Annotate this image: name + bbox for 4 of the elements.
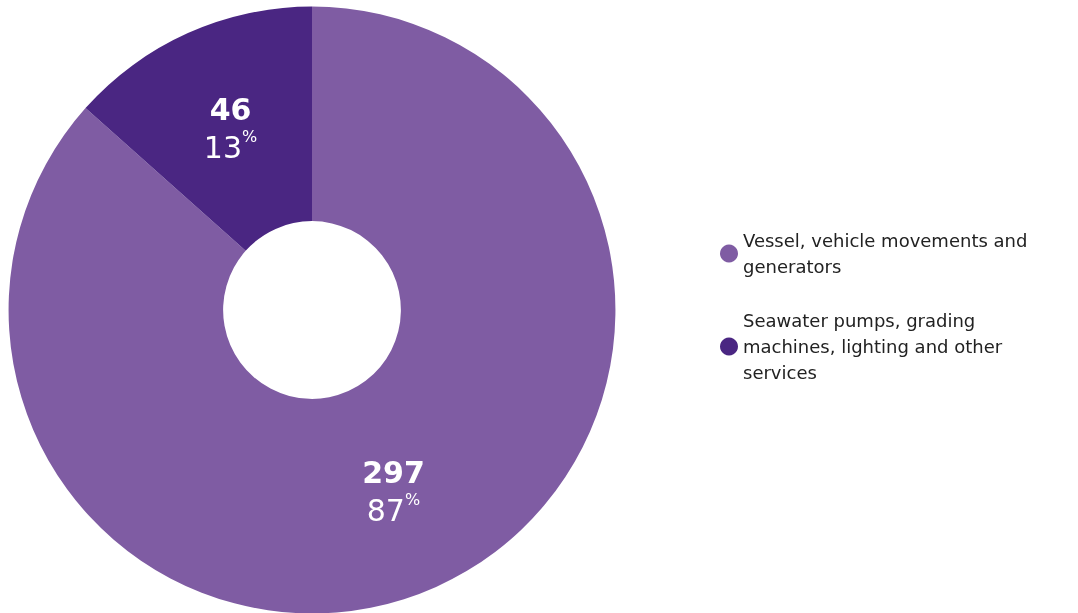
legend-label: Seawater pumps, grading machines, lighting and other services [743, 310, 1008, 383]
data-label: 297 87% [362, 455, 425, 529]
legend-label: Vessel, vehicle movements and generators [743, 230, 1034, 277]
data-label: 46 13% [203, 91, 258, 165]
